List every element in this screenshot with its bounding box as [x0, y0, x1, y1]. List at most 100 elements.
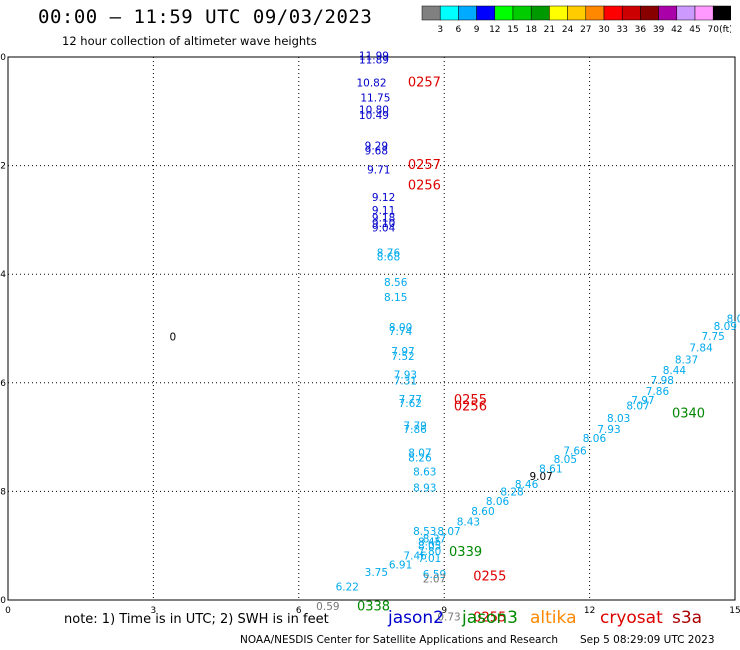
swh-value-label: 9.18 [372, 213, 395, 225]
y-tick-label: -60 [0, 596, 6, 606]
swh-value-label: 8.05 [418, 541, 441, 553]
colorbar-tick-label: 9 [474, 25, 480, 35]
swh-value-label: 8.60 [471, 506, 494, 518]
colorbar-swatch [712, 5, 731, 21]
swh-value-label: 7.97 [391, 346, 414, 358]
swh-value-label: 7.86 [403, 424, 427, 436]
colorbar-tick-label: 6 [456, 25, 462, 35]
swh-value-label: 7.98 [651, 375, 674, 387]
swh-value-label: 8.63 [413, 466, 436, 478]
footer-timestamp: Sep 5 08:29:09 UTC 2023 [580, 634, 715, 646]
colorbar-tick-label: 24 [562, 25, 574, 35]
swh-value-label: 2.07 [423, 573, 446, 585]
chart-subtitle: 12 hour collection of altimeter wave hei… [62, 34, 317, 48]
swh-value-label: 7.86 [646, 386, 670, 398]
swh-value-label: 8.56 [384, 277, 408, 289]
colorbar-tick-label: 12 [489, 25, 500, 35]
swh-value-label: 10.82 [356, 78, 386, 90]
colorbar-tick-label: 42 [671, 25, 682, 35]
pass-time-label: 0338 [357, 599, 390, 614]
colorbar-tick-label: 27 [580, 25, 591, 35]
swh-value-label: 8.37 [423, 534, 446, 546]
swh-value-label: 7.31 [394, 376, 417, 388]
swh-value-label: 8.45 [418, 536, 441, 548]
swh-value-label: 7.01 [418, 553, 441, 565]
colorbar-tick-label: 15 [507, 25, 518, 35]
pass-time-label: 0256 [408, 179, 441, 194]
swh-value-label: 9.10 [372, 218, 395, 230]
colorbar-tick-label: 33 [616, 25, 627, 35]
footer-note: note: 1) Time is in UTC; 2) SWH is in fe… [64, 612, 329, 627]
swh-value-label: 8.07 [626, 401, 649, 413]
plot-frame [7, 56, 736, 601]
swh-value-label: 6.22 [336, 581, 359, 593]
swh-value-label: 9.11 [372, 205, 395, 217]
swh-value-label: 7.74 [389, 326, 413, 338]
colorbar-unit-label: (ft) [719, 25, 731, 35]
swh-value-label: 8.43 [457, 516, 480, 528]
swh-value-label: 8.03 [607, 413, 630, 425]
pass-time-label: 0257 [408, 75, 441, 90]
footer-credit: NOAA/NESDIS Center for Satellite Applica… [240, 634, 558, 646]
swh-value-label: 8.61 [539, 464, 562, 476]
swh-value-label: 7.93 [597, 424, 620, 436]
swh-value-label: 8.68 [377, 251, 400, 263]
y-tick-label: -50 [0, 53, 6, 63]
colorbar-tick-label: 21 [544, 25, 555, 35]
swh-value-label: 7.66 [563, 446, 587, 458]
x-tick-label: 0 [5, 606, 11, 616]
colorbar-tick-label: 45 [689, 25, 700, 35]
swh-value-label: 7.77 [399, 394, 422, 406]
swh-value-label: 9.68 [365, 145, 388, 157]
colorbar-tick-label: 3 [437, 25, 443, 35]
pass-time-label: 0255 [454, 393, 487, 408]
swh-value-label: 7.97 [631, 395, 654, 407]
swh-value-label: 11.75 [360, 93, 390, 105]
swh-value-label: 11.99 [359, 50, 389, 62]
swh-value-label: 8.46 [515, 479, 539, 491]
swh-value-label: 7.62 [399, 398, 422, 410]
swh-value-label: 0.59 [316, 601, 339, 613]
colorbar-tick-label: 39 [653, 25, 665, 35]
pass-time-label: 0339 [449, 545, 482, 560]
swh-value-label: 9.71 [367, 164, 390, 176]
legend-altika: altika [530, 608, 577, 628]
swh-value-label: 6.91 [389, 560, 412, 572]
x-tick-label: 3 [151, 606, 157, 616]
colorbar-tick-label: 30 [598, 25, 610, 35]
x-tick-label: 12 [584, 606, 595, 616]
x-tick-label: 6 [296, 606, 302, 616]
swh-value-label: 11.89 [359, 55, 389, 67]
swh-value-label: 8.15 [384, 292, 407, 304]
swh-value-label: 8.53 [413, 526, 436, 538]
swh-value-label: 8.76 [377, 247, 401, 259]
swh-value-label: 9.29 [365, 141, 388, 153]
swh-value-label: 10.49 [359, 110, 389, 122]
colorbar-tick-label: 36 [635, 25, 647, 35]
swh-value-label: 8.05 [554, 454, 577, 466]
swh-value-label: 8.0 [727, 314, 740, 326]
colorbar-tick-label: 70 [707, 25, 719, 35]
pass-time-label: 0255 [473, 610, 506, 625]
swh-value-label: 9.07 [529, 471, 552, 483]
y-tick-label: -58 [0, 487, 6, 497]
swh-value-label: 7.52 [391, 351, 414, 363]
swh-value-label: 7.93 [394, 370, 417, 382]
pass-time-label: 0257 [408, 158, 441, 173]
pass-time-label: 0256 [454, 400, 487, 415]
legend-cryosat: cryosat [600, 608, 663, 628]
swh-value-label: 7.79 [403, 421, 426, 433]
swh-value-label: 8.28 [500, 486, 523, 498]
legend-jason2: jason2 [388, 608, 444, 628]
chart-title: 00:00 – 11:59 UTC 09/03/2023 [38, 6, 373, 28]
swh-value-label: 9.12 [372, 192, 395, 204]
swh-value-label: 8.06 [486, 496, 510, 508]
swh-value-label: 3.75 [365, 567, 388, 579]
swh-value-label: 8.07 [437, 526, 460, 538]
colorbar-tick-label: 18 [525, 25, 537, 35]
swh-value-label: 0.73 [437, 611, 460, 623]
swh-value-label: 6.59 [423, 569, 446, 581]
y-tick-label: -54 [0, 270, 6, 280]
